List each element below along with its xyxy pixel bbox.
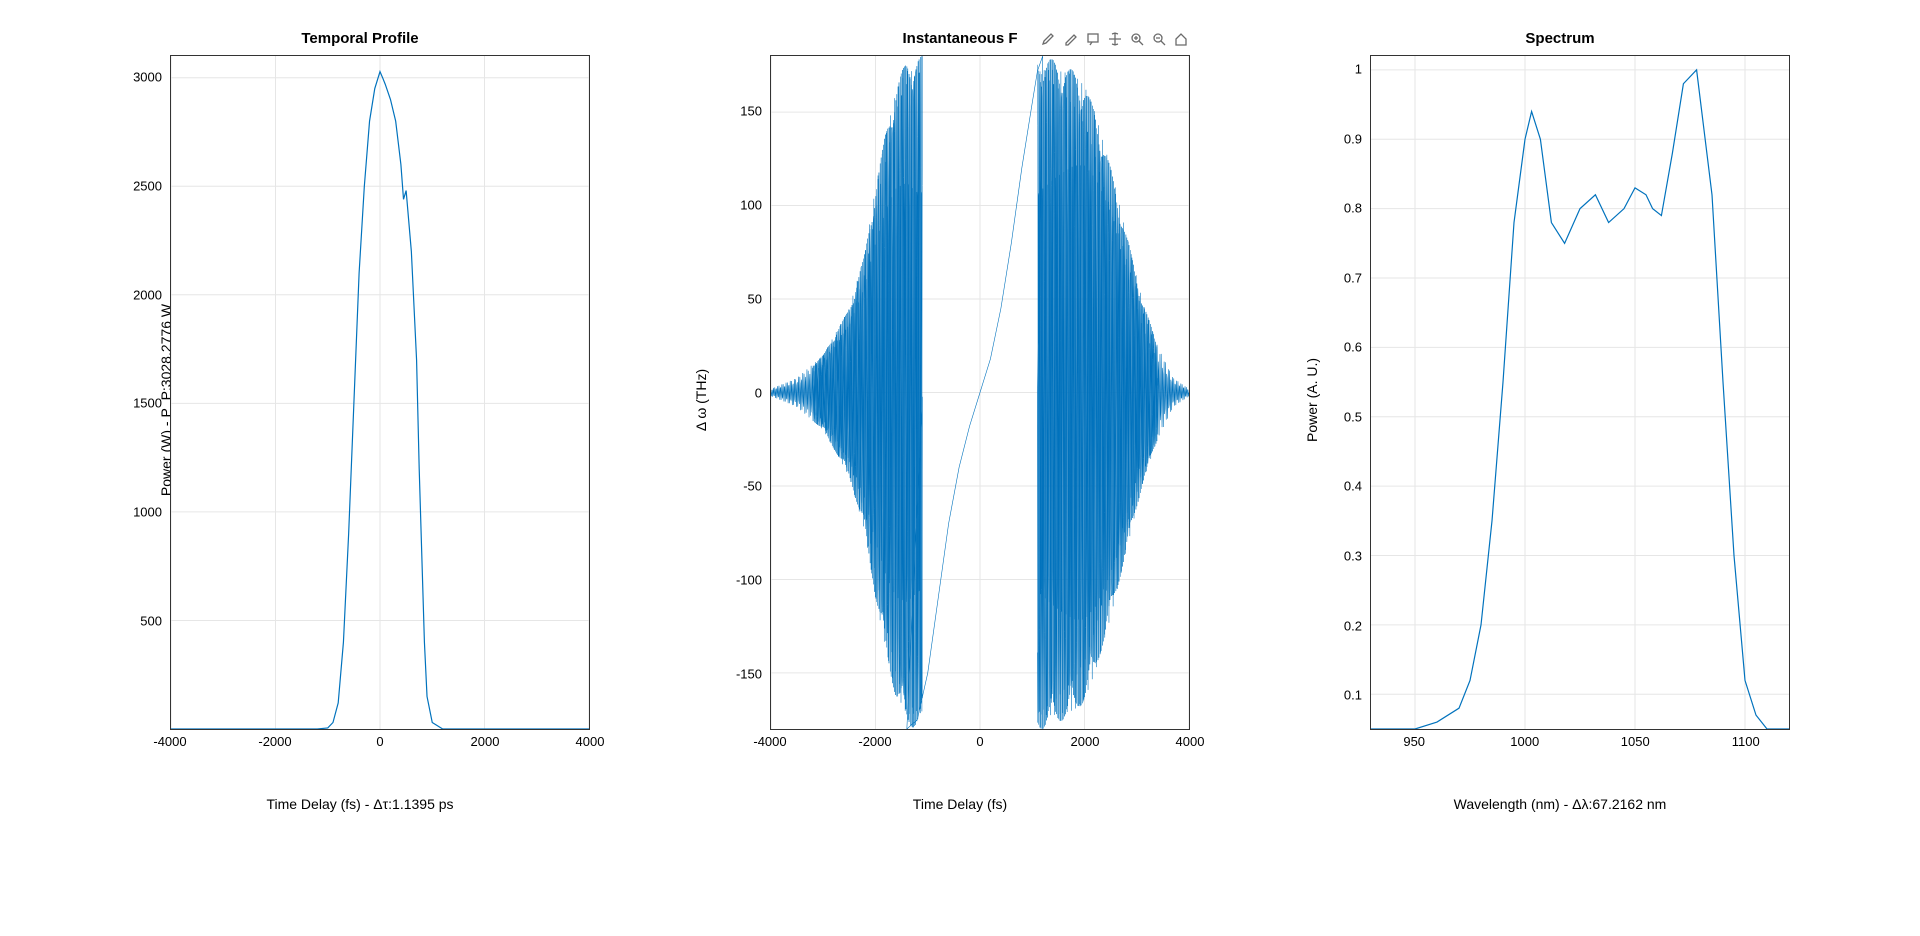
brush-icon[interactable] xyxy=(1040,30,1058,48)
plot1-xticks: -4000-2000020004000 xyxy=(170,734,590,752)
plot1-yticks: 50010001500200025003000 xyxy=(120,55,166,730)
plot3-ylabel: Power (A. U.) xyxy=(1304,358,1320,442)
plot2-xticks: -4000-2000020004000 xyxy=(770,734,1190,752)
zoom-in-icon[interactable] xyxy=(1128,30,1146,48)
temporal-profile-subplot: Temporal Profile Power (W) - P_P:3028.27… xyxy=(120,40,600,760)
datatip-icon[interactable] xyxy=(1084,30,1102,48)
plot3-yticks: 0.10.20.30.40.50.60.70.80.91 xyxy=(1320,55,1366,730)
pan-icon[interactable] xyxy=(1106,30,1124,48)
plot2-ylabel: Δ ω (THz) xyxy=(693,369,709,431)
plot2-axes[interactable] xyxy=(770,55,1190,730)
home-icon[interactable] xyxy=(1172,30,1190,48)
plot1-title: Temporal Profile xyxy=(120,30,600,47)
plot3-xlabel: Wavelength (nm) - Δλ:67.2162 nm xyxy=(1320,796,1800,812)
plot3-axes[interactable] xyxy=(1370,55,1790,730)
plot1-xlabel: Time Delay (fs) - Δτ:1.1395 ps xyxy=(120,796,600,812)
plot3-title: Spectrum xyxy=(1320,30,1800,47)
plot1-axes[interactable] xyxy=(170,55,590,730)
plot3-xticks: 950100010501100 xyxy=(1370,734,1790,752)
figure-toolbar xyxy=(1040,30,1190,48)
spectrum-subplot: Spectrum Power (A. U.) 0.10.20.30.40.50.… xyxy=(1320,40,1800,760)
instantaneous-frequency-subplot: Instantaneous F Δ ω (THz) -150-100-50050… xyxy=(720,40,1200,760)
plot2-yticks: -150-100-50050100150 xyxy=(720,55,766,730)
zoom-out-icon[interactable] xyxy=(1150,30,1168,48)
plot2-xlabel: Time Delay (fs) xyxy=(720,796,1200,812)
edit-icon[interactable] xyxy=(1062,30,1080,48)
